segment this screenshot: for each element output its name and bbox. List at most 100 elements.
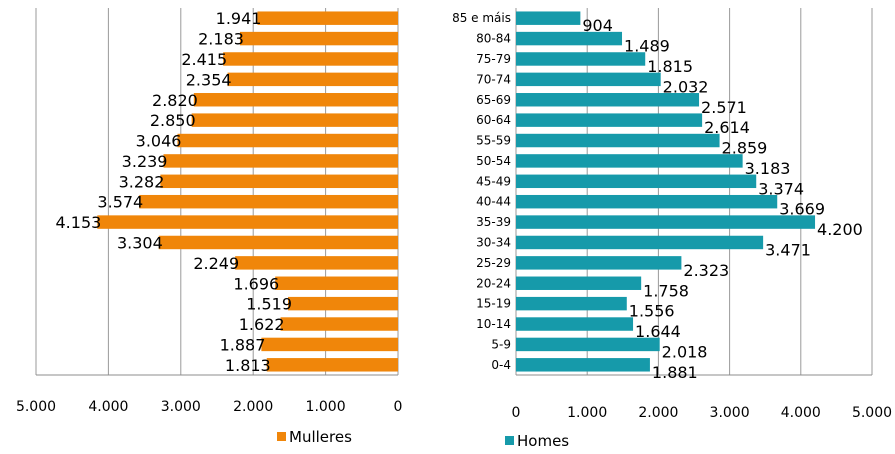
homes-data-label: 2.571 xyxy=(701,98,747,117)
mulleres-data-label: 1.941 xyxy=(216,9,262,28)
homes-panel: 0 1.000 2.000 3.000 4.000 5.000 85 e máis 80-84… xyxy=(452,8,892,450)
mulleres-data-label: 3.046 xyxy=(136,132,182,151)
homes-x-tick-label: 4.000 xyxy=(781,405,821,421)
homes-bar xyxy=(516,256,682,270)
homes-bar xyxy=(516,235,764,250)
homes-bar xyxy=(516,337,660,352)
homes-data-label: 3.374 xyxy=(758,179,804,198)
age-group-label: 60-64 xyxy=(476,113,511,127)
age-group-label: 5-9 xyxy=(491,337,511,351)
mulleres-data-label: 4.153 xyxy=(56,213,102,232)
mulleres-bar xyxy=(275,276,398,290)
mulleres-data-label: 1.519 xyxy=(246,295,292,314)
mulleres-data-label: 2.249 xyxy=(193,254,239,273)
mulleres-bar xyxy=(257,11,398,25)
mulleres-bar xyxy=(158,235,398,250)
mulleres-data-label: 3.282 xyxy=(119,172,165,191)
age-group-label: 70-74 xyxy=(476,72,511,86)
age-group-label: 80-84 xyxy=(476,32,511,46)
homes-bar xyxy=(516,93,700,107)
mulleres-data-label: 3.239 xyxy=(122,152,168,171)
homes-data-label: 2.859 xyxy=(722,139,768,158)
mulleres-bar xyxy=(223,52,398,66)
mulleres-bar xyxy=(191,113,398,127)
homes-data-label: 2.018 xyxy=(662,342,708,361)
homes-data-label: 4.200 xyxy=(817,220,863,239)
age-group-label: 30-34 xyxy=(476,235,511,249)
homes-bar xyxy=(516,317,634,331)
age-group-label: 10-14 xyxy=(476,317,511,331)
mulleres-x-tick-label: 3.000 xyxy=(161,399,201,415)
mulleres-x-tick-label: 2.000 xyxy=(233,399,273,415)
mulleres-bar xyxy=(235,256,398,270)
mulleres-data-label: 3.574 xyxy=(97,193,143,212)
homes-x-tick-label: 5.000 xyxy=(852,405,892,421)
homes-bar xyxy=(516,154,743,168)
mulleres-data-label: 2.183 xyxy=(198,30,244,49)
homes-bar xyxy=(516,113,703,127)
homes-x-tick-label: 1.000 xyxy=(567,405,607,421)
mulleres-bar xyxy=(177,133,398,148)
mulleres-x-tick-label: 5.000 xyxy=(16,399,56,415)
homes-x-tick-label: 2.000 xyxy=(638,405,678,421)
homes-data-label: 1.644 xyxy=(635,322,681,341)
homes-bar xyxy=(516,72,661,87)
homes-bar xyxy=(516,133,720,148)
mulleres-bar xyxy=(239,31,398,46)
homes-bar xyxy=(516,11,581,25)
homes-data-label: 3.669 xyxy=(779,200,825,219)
age-group-label: 65-69 xyxy=(476,93,511,107)
homes-data-label: 1.815 xyxy=(647,57,693,76)
homes-bar xyxy=(516,52,646,66)
homes-bar xyxy=(516,215,816,229)
mulleres-data-label: 1.813 xyxy=(225,356,271,375)
mulleres-data-label: 1.696 xyxy=(233,274,279,293)
age-group-label: 50-54 xyxy=(476,154,511,168)
age-group-label: 20-24 xyxy=(476,276,511,290)
mulleres-legend-swatch xyxy=(277,432,286,441)
homes-bar xyxy=(516,276,642,290)
mulleres-x-tick-label: 1.000 xyxy=(306,399,346,415)
homes-data-label: 904 xyxy=(582,16,613,35)
age-group-label: 25-29 xyxy=(476,256,511,270)
mulleres-data-label: 1.622 xyxy=(239,315,285,334)
age-group-label: 75-79 xyxy=(476,52,511,66)
homes-bar xyxy=(516,31,623,46)
mulleres-bar xyxy=(97,215,398,229)
homes-bar xyxy=(516,296,627,311)
homes-data-label: 2.614 xyxy=(704,118,750,137)
mulleres-data-label: 2.850 xyxy=(150,111,196,130)
mulleres-bar xyxy=(163,154,398,168)
mulleres-bar xyxy=(139,194,398,209)
mulleres-bar xyxy=(160,174,398,189)
homes-bar xyxy=(516,358,650,372)
mulleres-bar xyxy=(193,93,398,107)
homes-data-label: 2.323 xyxy=(683,261,729,280)
homes-x-tick-label: 3.000 xyxy=(710,405,750,421)
mulleres-data-label: 2.820 xyxy=(152,91,198,110)
homes-data-label: 3.183 xyxy=(745,159,791,178)
age-group-label: 85 e máis xyxy=(452,11,511,25)
age-group-label: 40-44 xyxy=(476,195,511,209)
homes-bar xyxy=(516,174,757,189)
mulleres-x-tick-label: 4.000 xyxy=(88,399,128,415)
age-group-label: 55-59 xyxy=(476,134,511,148)
age-group-label: 35-39 xyxy=(476,215,511,229)
mulleres-bar xyxy=(288,296,398,311)
mulleres-legend-label: Mulleres xyxy=(289,428,352,446)
mulleres-bar xyxy=(227,72,398,87)
mulleres-bar xyxy=(280,317,398,331)
mulleres-bar xyxy=(261,337,398,352)
homes-data-label: 1.758 xyxy=(643,281,689,300)
homes-data-label: 3.471 xyxy=(765,240,811,259)
mulleres-x-tick-label: 0 xyxy=(394,399,403,415)
homes-legend-swatch xyxy=(505,436,514,445)
age-group-label: 15-19 xyxy=(476,297,511,311)
homes-x-tick-label: 0 xyxy=(512,405,521,421)
mulleres-data-label: 3.304 xyxy=(117,233,163,252)
homes-data-label: 1.489 xyxy=(624,37,670,56)
mulleres-data-label: 1.887 xyxy=(220,335,266,354)
homes-data-label: 1.881 xyxy=(652,363,698,382)
